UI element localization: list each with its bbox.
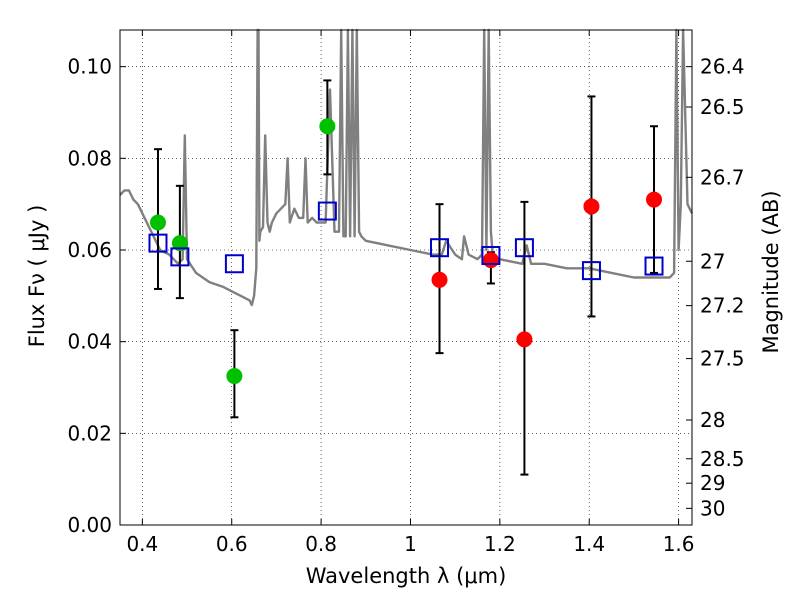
- model-spectrum: [119, 28, 694, 307]
- model-band-square: [644, 256, 664, 276]
- optical-point: [149, 214, 166, 231]
- x-tick-label: 0.6: [216, 532, 248, 556]
- nir-point: [431, 271, 448, 288]
- model-band-square: [481, 246, 501, 265]
- x-tick-label: 1.6: [663, 532, 695, 556]
- y-tick-label: 0.06: [67, 238, 112, 262]
- y2-tick-label: 27.2: [700, 294, 745, 318]
- nir-point: [583, 198, 600, 215]
- x-tick-label: 0.8: [305, 532, 337, 556]
- y-tick-label: 0.08: [67, 146, 112, 170]
- y-tick-label: 0.00: [67, 513, 112, 537]
- model-band-square: [430, 238, 450, 258]
- data-points: [149, 118, 663, 385]
- optical-point: [226, 368, 243, 385]
- axes: 0.4 0.6 0.8 1 1.2 1.4 1.6 0.00 0.02 0.04 0.06 0.08 0…: [67, 30, 745, 556]
- x-tick-label: 1: [404, 532, 417, 556]
- model-band-square: [170, 247, 190, 267]
- y2-tick-label: 28: [700, 408, 725, 432]
- y-tick-label: 0.10: [67, 55, 112, 79]
- model-band-square: [148, 233, 168, 253]
- nir-point: [516, 331, 533, 348]
- model-band-square: [581, 261, 601, 281]
- y2-axis-label: Magnitude (AB): [759, 190, 783, 353]
- y2-tick-label: 26.5: [700, 95, 745, 119]
- plot-frame: [119, 29, 693, 526]
- optical-point: [319, 118, 336, 135]
- y2-tick-label: 30: [700, 496, 725, 520]
- spectrum-line: [119, 28, 694, 307]
- y2-tick-label: 26.7: [700, 165, 745, 189]
- y-tick-label: 0.04: [67, 330, 112, 354]
- model-band-square: [514, 238, 534, 258]
- y2-tick-label: 28.5: [700, 447, 745, 471]
- x-axis-label: Wavelength λ (μm): [306, 564, 507, 588]
- y2-tick-label: 27: [700, 249, 725, 273]
- grid-lines: [120, 30, 692, 526]
- x-tick-label: 1.2: [484, 532, 516, 556]
- model-band-markers: [148, 201, 664, 281]
- nir-point: [646, 191, 663, 208]
- y2-tick-label: 26.4: [700, 55, 745, 79]
- nir-point: [482, 252, 499, 269]
- model-band-square: [224, 254, 244, 274]
- y-axis-label: Flux Fν ( μJy ): [25, 205, 49, 348]
- model-band-square: [317, 201, 337, 221]
- x-tick-label: 0.4: [126, 532, 158, 556]
- x-tick-label: 1.4: [573, 532, 605, 556]
- y2-tick-label: 27.5: [700, 347, 745, 371]
- y-tick-label: 0.02: [67, 421, 112, 445]
- y2-tick-label: 29: [700, 471, 725, 495]
- optical-point: [171, 235, 188, 252]
